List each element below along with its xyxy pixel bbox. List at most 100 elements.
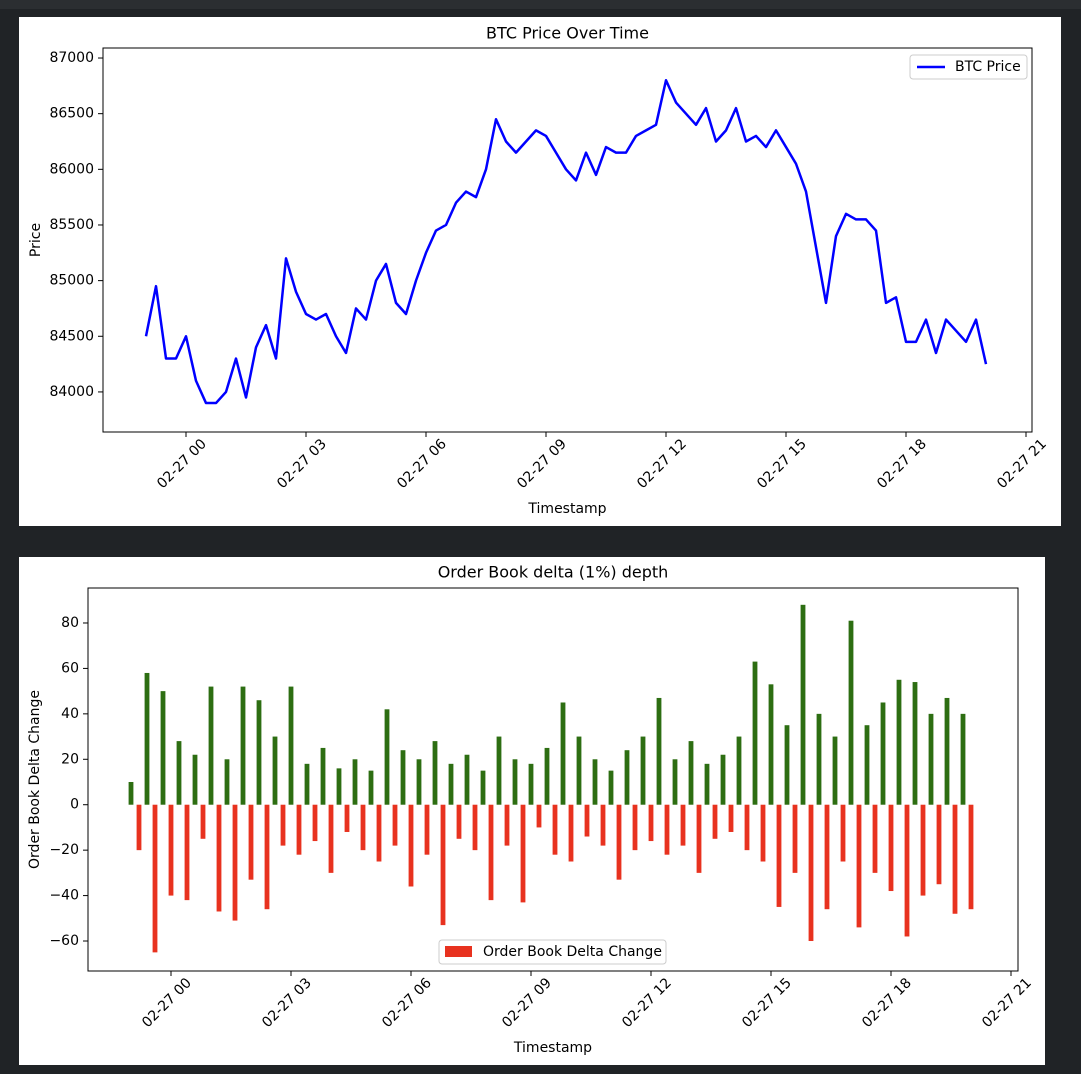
delta-bar (864, 725, 870, 805)
delta-bar (424, 804, 430, 855)
delta-bar (520, 804, 526, 903)
plot-frame (102, 47, 1033, 433)
chart-title: Order Book delta (1%) depth (438, 563, 669, 582)
delta-bar (312, 804, 318, 842)
delta-bar (760, 804, 766, 862)
delta-bar (432, 741, 438, 805)
delta-bar (560, 702, 566, 805)
delta-bar (528, 763, 534, 805)
delta-bar (960, 713, 966, 805)
delta-bar (920, 804, 926, 896)
delta-bar (640, 736, 646, 805)
delta-bar (792, 804, 798, 873)
delta-bar (808, 804, 814, 942)
delta-bar (504, 804, 510, 846)
delta-bar (384, 709, 390, 805)
delta-bar (160, 691, 166, 805)
figure-panel (19, 17, 1061, 526)
delta-bar (952, 804, 958, 914)
delta-bar (136, 804, 142, 851)
y-tick-label: 86500 (49, 106, 94, 122)
delta-bar (128, 781, 134, 805)
delta-bar (848, 620, 854, 805)
delta-bar (152, 804, 158, 953)
delta-bar (392, 804, 398, 846)
delta-bar (712, 804, 718, 839)
delta-bar (272, 736, 278, 805)
y-tick-label: −40 (49, 888, 79, 904)
delta-bar (904, 804, 910, 937)
delta-bar (728, 804, 734, 832)
delta-bar (240, 686, 246, 805)
delta-bar (192, 754, 198, 805)
plot-frame (87, 587, 1019, 972)
delta-bar (656, 697, 662, 805)
delta-bar (840, 804, 846, 862)
delta-bar (456, 804, 462, 839)
x-axis-label: Timestamp (527, 501, 606, 517)
delta-bar (344, 804, 350, 832)
delta-bar (200, 804, 206, 839)
delta-bar (928, 713, 934, 805)
y-tick-label: −60 (49, 933, 79, 949)
delta-bar (888, 804, 894, 892)
x-axis-label: Timestamp (513, 1040, 592, 1056)
delta-bar (280, 804, 286, 846)
delta-bar (944, 697, 950, 805)
delta-bar (600, 804, 606, 846)
delta-bar (512, 759, 518, 805)
y-tick-label: 84500 (49, 328, 94, 344)
toolbar-strip (0, 0, 1081, 9)
legend-label: Order Book Delta Change (483, 944, 662, 960)
delta-bar (648, 804, 654, 842)
delta-bar (208, 686, 214, 805)
delta-bar (880, 702, 886, 805)
y-tick-label: 20 (61, 751, 79, 767)
y-tick-label: −20 (49, 842, 79, 858)
delta-bar (184, 804, 190, 901)
delta-bar (448, 763, 454, 805)
y-tick-label: 60 (61, 660, 79, 676)
delta-bar (408, 804, 414, 887)
delta-bar (256, 700, 262, 805)
delta-bar (536, 804, 542, 828)
delta-bar (464, 754, 470, 805)
delta-bar (608, 770, 614, 805)
delta-bar (584, 804, 590, 837)
delta-bar (592, 759, 598, 805)
y-axis-label: Order Book Delta Change (27, 690, 43, 869)
delta-bar (216, 804, 222, 912)
y-tick-label: 87000 (49, 50, 94, 66)
delta-bar (576, 736, 582, 805)
delta-bar (168, 804, 174, 896)
delta-bar (776, 804, 782, 907)
price-line (144, 79, 988, 405)
delta-bar (696, 804, 702, 873)
delta-bar (264, 804, 270, 910)
delta-bar (664, 804, 670, 855)
delta-bar (232, 804, 238, 921)
delta-bar (816, 713, 822, 805)
delta-bar (912, 682, 918, 805)
delta-bar (248, 804, 254, 880)
delta-bar (632, 804, 638, 851)
delta-bar (368, 770, 374, 805)
delta-bar (936, 804, 942, 885)
delta-bar (304, 763, 310, 805)
chart-title: BTC Price Over Time (486, 24, 649, 43)
legend-swatch (445, 946, 472, 957)
delta-bar (856, 804, 862, 928)
delta-bar (288, 686, 294, 805)
delta-bar (440, 804, 446, 926)
delta-bar (824, 804, 830, 910)
delta-bar (872, 804, 878, 873)
delta-bar (320, 747, 326, 805)
delta-bar (552, 804, 558, 855)
y-tick-label: 40 (61, 706, 79, 722)
delta-bar (544, 747, 550, 805)
delta-bar (784, 725, 790, 805)
legend-box (909, 54, 1028, 80)
delta-bar (296, 804, 302, 855)
